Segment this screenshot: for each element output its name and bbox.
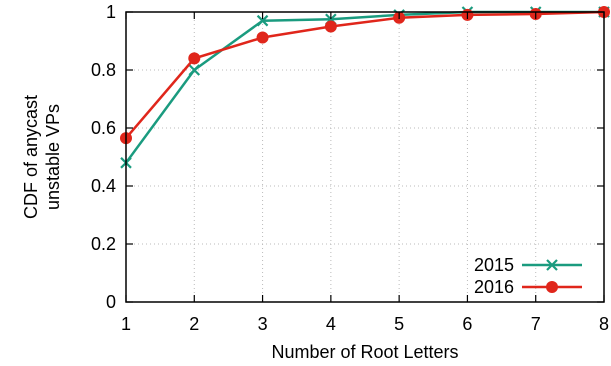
series-line-2015	[124, 10, 604, 164]
x-marker-stroke	[546, 259, 558, 271]
x-marker-stroke	[256, 14, 269, 27]
plot-frame	[125, 11, 605, 303]
plot-series	[120, 6, 610, 169]
legend-marker-2016	[546, 281, 558, 293]
x-tick-label: 7	[531, 314, 541, 334]
x-tick-label: 2	[189, 314, 199, 334]
data-point-2016	[324, 20, 337, 33]
x-marker-stroke	[188, 64, 201, 76]
data-point-2016	[256, 31, 269, 44]
data-point-2015	[188, 64, 201, 76]
series-line-2016	[125, 10, 605, 139]
series-2015	[120, 6, 610, 169]
y-tick-label: 0.6	[91, 118, 116, 138]
y-tick-label: 0.4	[91, 176, 116, 196]
x-tick-label: 1	[121, 314, 131, 334]
y-axis-title: CDF of anycast unstable VPs	[21, 95, 63, 219]
y-tick-label: 0	[106, 292, 116, 312]
x-tick-label: 8	[599, 314, 609, 334]
axis-ticks: 0 0.2 0.4 0.6 0.8 1 1 2 3 4 5 6 7 8	[91, 2, 609, 334]
y-tick-label: 0.8	[91, 60, 116, 80]
y-axis-title-text: CDF of anycast unstable VPs	[21, 95, 63, 219]
legend-label-2016: 2016	[474, 277, 514, 297]
data-point-2016	[188, 52, 201, 65]
x-axis-title: Number of Root Letters	[271, 342, 458, 362]
x-tick-label: 5	[394, 314, 404, 334]
series-2016	[120, 6, 610, 145]
x-tick-label: 6	[462, 314, 472, 334]
data-point-2015	[256, 14, 269, 27]
y-tick-label: 1	[106, 2, 116, 22]
legend-marker-2015	[546, 259, 558, 271]
y-axis-title-line: unstable VPs	[43, 104, 63, 210]
y-axis-title-line: CDF of anycast	[21, 95, 41, 219]
grid	[126, 12, 604, 302]
legend-label-2015: 2015	[474, 255, 514, 275]
y-tick-label: 0.2	[91, 234, 116, 254]
x-tick-label: 4	[326, 314, 336, 334]
x-tick-label: 3	[258, 314, 268, 334]
